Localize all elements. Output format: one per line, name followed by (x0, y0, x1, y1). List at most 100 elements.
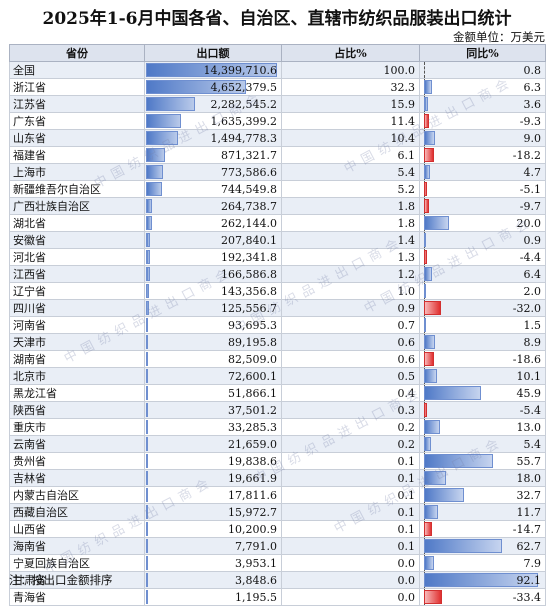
export-cell: 125,556.7 (144, 299, 282, 317)
export-value: 3,953.1 (235, 556, 277, 570)
export-bar (146, 556, 148, 570)
yoy-bar (424, 488, 464, 502)
province-cell: 上海市 (9, 163, 145, 181)
share-cell: 10.4 (281, 129, 420, 147)
share-value: 1.3 (397, 250, 416, 264)
yoy-bar (424, 114, 429, 128)
share-value: 6.1 (397, 148, 416, 162)
table-row: 河南省 93,695.3 0.7 1.5 (9, 316, 546, 334)
export-cell: 2,282,545.2 (144, 95, 282, 113)
province-cell: 广西壮族自治区 (9, 197, 145, 215)
export-value: 7,791.0 (235, 539, 277, 553)
province-cell: 吉林省 (9, 469, 145, 487)
yoy-bar (424, 216, 449, 230)
export-cell: 14,399,710.6 (144, 61, 282, 79)
yoy-value: 6.3 (523, 80, 542, 94)
province-cell: 青海省 (9, 588, 145, 606)
share-cell: 0.2 (281, 418, 420, 436)
export-value: 1,195.5 (235, 590, 277, 604)
province-cell: 新疆维吾尔自治区 (9, 180, 145, 198)
export-bar (146, 335, 148, 349)
yoy-value: -4.4 (519, 250, 541, 264)
export-value: 2,282,545.2 (210, 97, 277, 111)
export-bar (146, 250, 150, 264)
export-value: 10,200.9 (228, 522, 277, 536)
province-cell: 陕西省 (9, 401, 145, 419)
yoy-bar (424, 386, 481, 400)
export-value: 89,195.8 (228, 335, 277, 349)
table-row: 广西壮族自治区 264,738.7 1.8 -9.7 (9, 197, 546, 215)
yoy-bar (424, 182, 427, 196)
yoy-value: 1.5 (523, 318, 542, 332)
table-row: 黑龙江省 51,866.1 0.4 45.9 (9, 384, 546, 402)
share-value: 0.1 (397, 471, 416, 485)
yoy-cell: 2.0 (419, 282, 546, 300)
yoy-cell: 9.0 (419, 129, 546, 147)
share-cell: 0.1 (281, 469, 420, 487)
province-cell: 贵州省 (9, 452, 145, 470)
yoy-cell: 0.8 (419, 61, 546, 79)
table-row: 内蒙古自治区 17,811.6 0.1 32.7 (9, 486, 546, 504)
export-value: 773,586.6 (221, 165, 277, 179)
export-cell: 1,195.5 (144, 588, 282, 606)
yoy-bar (424, 420, 440, 434)
export-value: 4,652,379.5 (210, 80, 277, 94)
share-value: 11.4 (390, 114, 416, 128)
yoy-value: -5.1 (519, 182, 541, 196)
export-bar (146, 471, 148, 485)
table-row: 北京市 72,600.1 0.5 10.1 (9, 367, 546, 385)
export-bar (146, 352, 148, 366)
table-row: 河北省 192,341.8 1.3 -4.4 (9, 248, 546, 266)
yoy-value: 55.7 (516, 454, 542, 468)
share-value: 15.9 (390, 97, 416, 111)
header-share: 占比% (281, 44, 420, 62)
export-value: 143,356.8 (221, 284, 277, 298)
yoy-cell: 92.1 (419, 571, 546, 589)
yoy-value: 45.9 (516, 386, 542, 400)
province-cell: 湖北省 (9, 214, 145, 232)
share-value: 1.4 (397, 233, 416, 247)
table-row: 辽宁省 143,356.8 1.0 2.0 (9, 282, 546, 300)
province-cell: 河北省 (9, 248, 145, 266)
yoy-bar (424, 301, 441, 315)
export-bar (146, 403, 148, 417)
export-cell: 192,341.8 (144, 248, 282, 266)
yoy-value: -5.4 (519, 403, 541, 417)
share-cell: 32.3 (281, 78, 420, 96)
share-value: 0.9 (397, 301, 416, 315)
table-row: 新疆维吾尔自治区 744,549.8 5.2 -5.1 (9, 180, 546, 198)
province-cell: 江苏省 (9, 95, 145, 113)
share-value: 0.3 (397, 403, 416, 417)
export-cell: 19,838.6 (144, 452, 282, 470)
export-cell: 773,586.6 (144, 163, 282, 181)
export-cell: 1,494,778.3 (144, 129, 282, 147)
export-cell: 744,549.8 (144, 180, 282, 198)
export-value: 17,811.6 (228, 488, 277, 502)
share-value: 0.1 (397, 539, 416, 553)
province-cell: 四川省 (9, 299, 145, 317)
share-cell: 1.3 (281, 248, 420, 266)
share-cell: 0.7 (281, 316, 420, 334)
yoy-value: -33.4 (512, 590, 541, 604)
page-title: 2025年1-6月中国各省、自治区、直辖市纺织品服装出口统计 (42, 9, 512, 29)
export-value: 192,341.8 (221, 250, 277, 264)
table-row: 陕西省 37,501.2 0.3 -5.4 (9, 401, 546, 419)
export-value: 871,321.7 (221, 148, 277, 162)
share-cell: 0.5 (281, 367, 420, 385)
export-cell: 871,321.7 (144, 146, 282, 164)
province-cell: 北京市 (9, 367, 145, 385)
table-row: 安徽省 207,840.1 1.4 0.9 (9, 231, 546, 249)
province-cell: 云南省 (9, 435, 145, 453)
share-cell: 0.3 (281, 401, 420, 419)
share-value: 0.1 (397, 522, 416, 536)
export-value: 21,659.0 (228, 437, 277, 451)
share-cell: 0.1 (281, 452, 420, 470)
export-value: 82,509.0 (228, 352, 277, 366)
table-header-row: 省份 出口额 占比% 同比% (9, 44, 546, 62)
export-cell: 7,791.0 (144, 537, 282, 555)
export-bar (146, 573, 148, 587)
yoy-value: 9.0 (523, 131, 542, 145)
share-value: 0.1 (397, 454, 416, 468)
export-bar (146, 131, 178, 145)
yoy-cell: 45.9 (419, 384, 546, 402)
